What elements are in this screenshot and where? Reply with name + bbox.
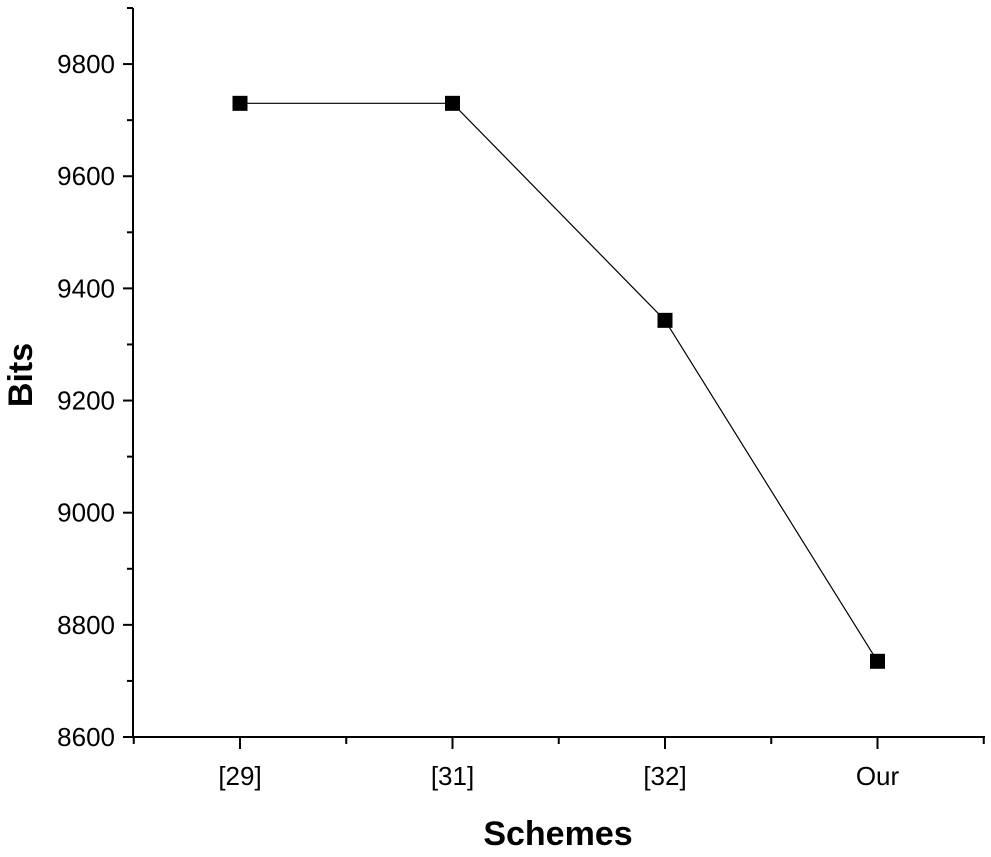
- series-layer: [232, 95, 885, 669]
- data-point-marker: [232, 95, 248, 111]
- y-tick-label: 8800: [57, 610, 115, 640]
- series-line: [240, 102, 879, 662]
- y-tick-label: 8600: [57, 722, 115, 752]
- x-tick-label: [32]: [643, 761, 686, 791]
- x-axis-title: Schemes: [483, 815, 632, 852]
- y-tick-label: 9200: [57, 386, 115, 416]
- data-point-marker: [445, 95, 460, 111]
- data-point-marker: [870, 653, 885, 669]
- x-axis-ticks: [29] [31] [32] Our: [132, 737, 985, 791]
- y-axis-ticks: 8600 8800 9000 9200 9400 9600 9800: [57, 7, 133, 752]
- y-tick-label: 9800: [57, 49, 115, 79]
- y-tick-label: 9400: [57, 273, 115, 303]
- x-tick-label: [29]: [218, 761, 261, 791]
- y-tick-label: 9600: [57, 161, 115, 191]
- x-tick-label: [31]: [431, 761, 474, 791]
- y-tick-label: 9000: [57, 498, 115, 528]
- x-tick-label: Our: [856, 761, 900, 791]
- data-point-marker: [657, 312, 673, 328]
- y-axis-title: Bits: [2, 343, 40, 407]
